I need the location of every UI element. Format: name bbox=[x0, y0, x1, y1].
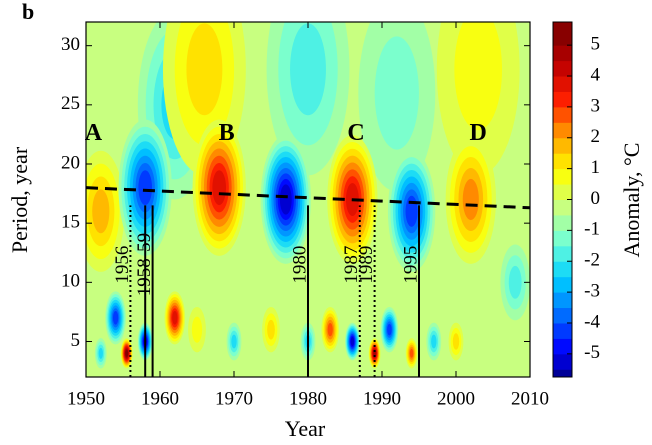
colorbar-tick-label: 4 bbox=[591, 64, 601, 85]
colorbar-band bbox=[553, 106, 572, 123]
contour-level bbox=[125, 349, 129, 357]
contour-level bbox=[462, 178, 479, 221]
event-label: 1980 bbox=[289, 246, 310, 284]
contour-level bbox=[267, 319, 275, 340]
colorbar-band bbox=[553, 353, 572, 370]
colorbar-band bbox=[553, 245, 572, 262]
event-label: 1987 bbox=[341, 246, 362, 284]
contour-level bbox=[327, 323, 333, 337]
colorbar-band bbox=[553, 122, 572, 139]
colorbar-band bbox=[553, 184, 572, 200]
x-tick-label: 1960 bbox=[141, 388, 179, 409]
y-axis-label: Period, year bbox=[7, 146, 32, 253]
colorbar-band bbox=[553, 322, 572, 339]
colorbar-tick-label: 1 bbox=[591, 157, 601, 178]
contour-level bbox=[279, 184, 292, 215]
colorbar-band bbox=[553, 338, 572, 355]
colorbar-tick-label: -4 bbox=[584, 311, 600, 332]
colorbar-band bbox=[553, 307, 572, 324]
annotation: D bbox=[470, 120, 487, 146]
event-label: 1989 bbox=[356, 246, 377, 284]
y-tick-label: 25 bbox=[61, 93, 80, 114]
panel-label: b bbox=[22, 0, 34, 24]
colorbar-tick-label: -1 bbox=[584, 219, 600, 240]
colorbar-band bbox=[553, 29, 572, 46]
colorbar-band bbox=[553, 137, 572, 154]
contour-level bbox=[452, 333, 460, 350]
contour-field bbox=[86, 22, 530, 377]
x-tick-label: 2000 bbox=[437, 388, 475, 409]
annotation: A bbox=[85, 120, 103, 146]
colorbar-band bbox=[553, 214, 572, 231]
x-tick-label: 1980 bbox=[289, 388, 327, 409]
contour-level bbox=[231, 334, 237, 349]
colorbar-tick-label: 3 bbox=[591, 95, 601, 116]
colorbar-tick-label: -5 bbox=[584, 342, 600, 363]
y-tick-label: 5 bbox=[71, 330, 81, 351]
contour-level bbox=[454, 22, 503, 131]
event-label: 1958-59 bbox=[134, 233, 155, 296]
colorbar-tick-label: 2 bbox=[591, 126, 601, 147]
annotation: B bbox=[219, 120, 235, 146]
contour-level bbox=[374, 36, 419, 150]
contour-level bbox=[431, 334, 437, 349]
colorbar-band bbox=[553, 168, 572, 185]
y-tick-label: 10 bbox=[61, 271, 80, 292]
contour-level bbox=[98, 347, 103, 359]
contour-level bbox=[138, 170, 153, 206]
colorbar-tick-label: -3 bbox=[584, 280, 600, 301]
contour-level bbox=[172, 311, 178, 325]
colorbar-band bbox=[553, 199, 572, 216]
colorbar-tick-label: 0 bbox=[591, 188, 601, 209]
trend-line bbox=[86, 186, 530, 210]
colorbar-tick-label: 5 bbox=[591, 34, 601, 55]
y-tick-label: 15 bbox=[61, 212, 80, 233]
colorbar-tick-label: -2 bbox=[584, 250, 600, 271]
colorbar-band bbox=[553, 230, 572, 247]
colorbar-label: Anomaly, °C bbox=[619, 143, 644, 258]
contour-level bbox=[508, 265, 522, 299]
colorbar-band bbox=[553, 153, 572, 170]
contour-level bbox=[92, 189, 110, 234]
x-tick-label: 1950 bbox=[67, 388, 105, 409]
contour-level bbox=[191, 316, 203, 343]
colorbar-band bbox=[553, 60, 572, 77]
event-label: 1995 bbox=[400, 246, 421, 284]
event-label: 1956 bbox=[112, 246, 133, 284]
colorbar-band bbox=[553, 76, 572, 92]
annotation: C bbox=[347, 120, 364, 146]
contour-level bbox=[212, 170, 227, 206]
colorbar-band bbox=[553, 261, 572, 278]
colorbar-band bbox=[553, 292, 572, 309]
colorbar-band bbox=[553, 276, 572, 293]
x-tick-label: 1970 bbox=[215, 388, 253, 409]
x-axis-label: Year bbox=[285, 416, 326, 441]
y-tick-label: 20 bbox=[61, 152, 80, 173]
x-tick-label: 2010 bbox=[511, 388, 549, 409]
contour-level bbox=[409, 348, 414, 358]
colorbar-band bbox=[553, 91, 572, 108]
contour-level bbox=[186, 23, 223, 116]
contour-level bbox=[290, 23, 326, 116]
colorbar-band bbox=[553, 22, 572, 31]
x-tick-label: 1990 bbox=[363, 388, 401, 409]
y-tick-label: 30 bbox=[61, 34, 80, 55]
contour-level bbox=[350, 337, 355, 346]
contour-level bbox=[405, 195, 418, 227]
colorbar-band bbox=[553, 45, 572, 62]
contour-level bbox=[112, 311, 119, 325]
contour-level bbox=[387, 323, 392, 336]
